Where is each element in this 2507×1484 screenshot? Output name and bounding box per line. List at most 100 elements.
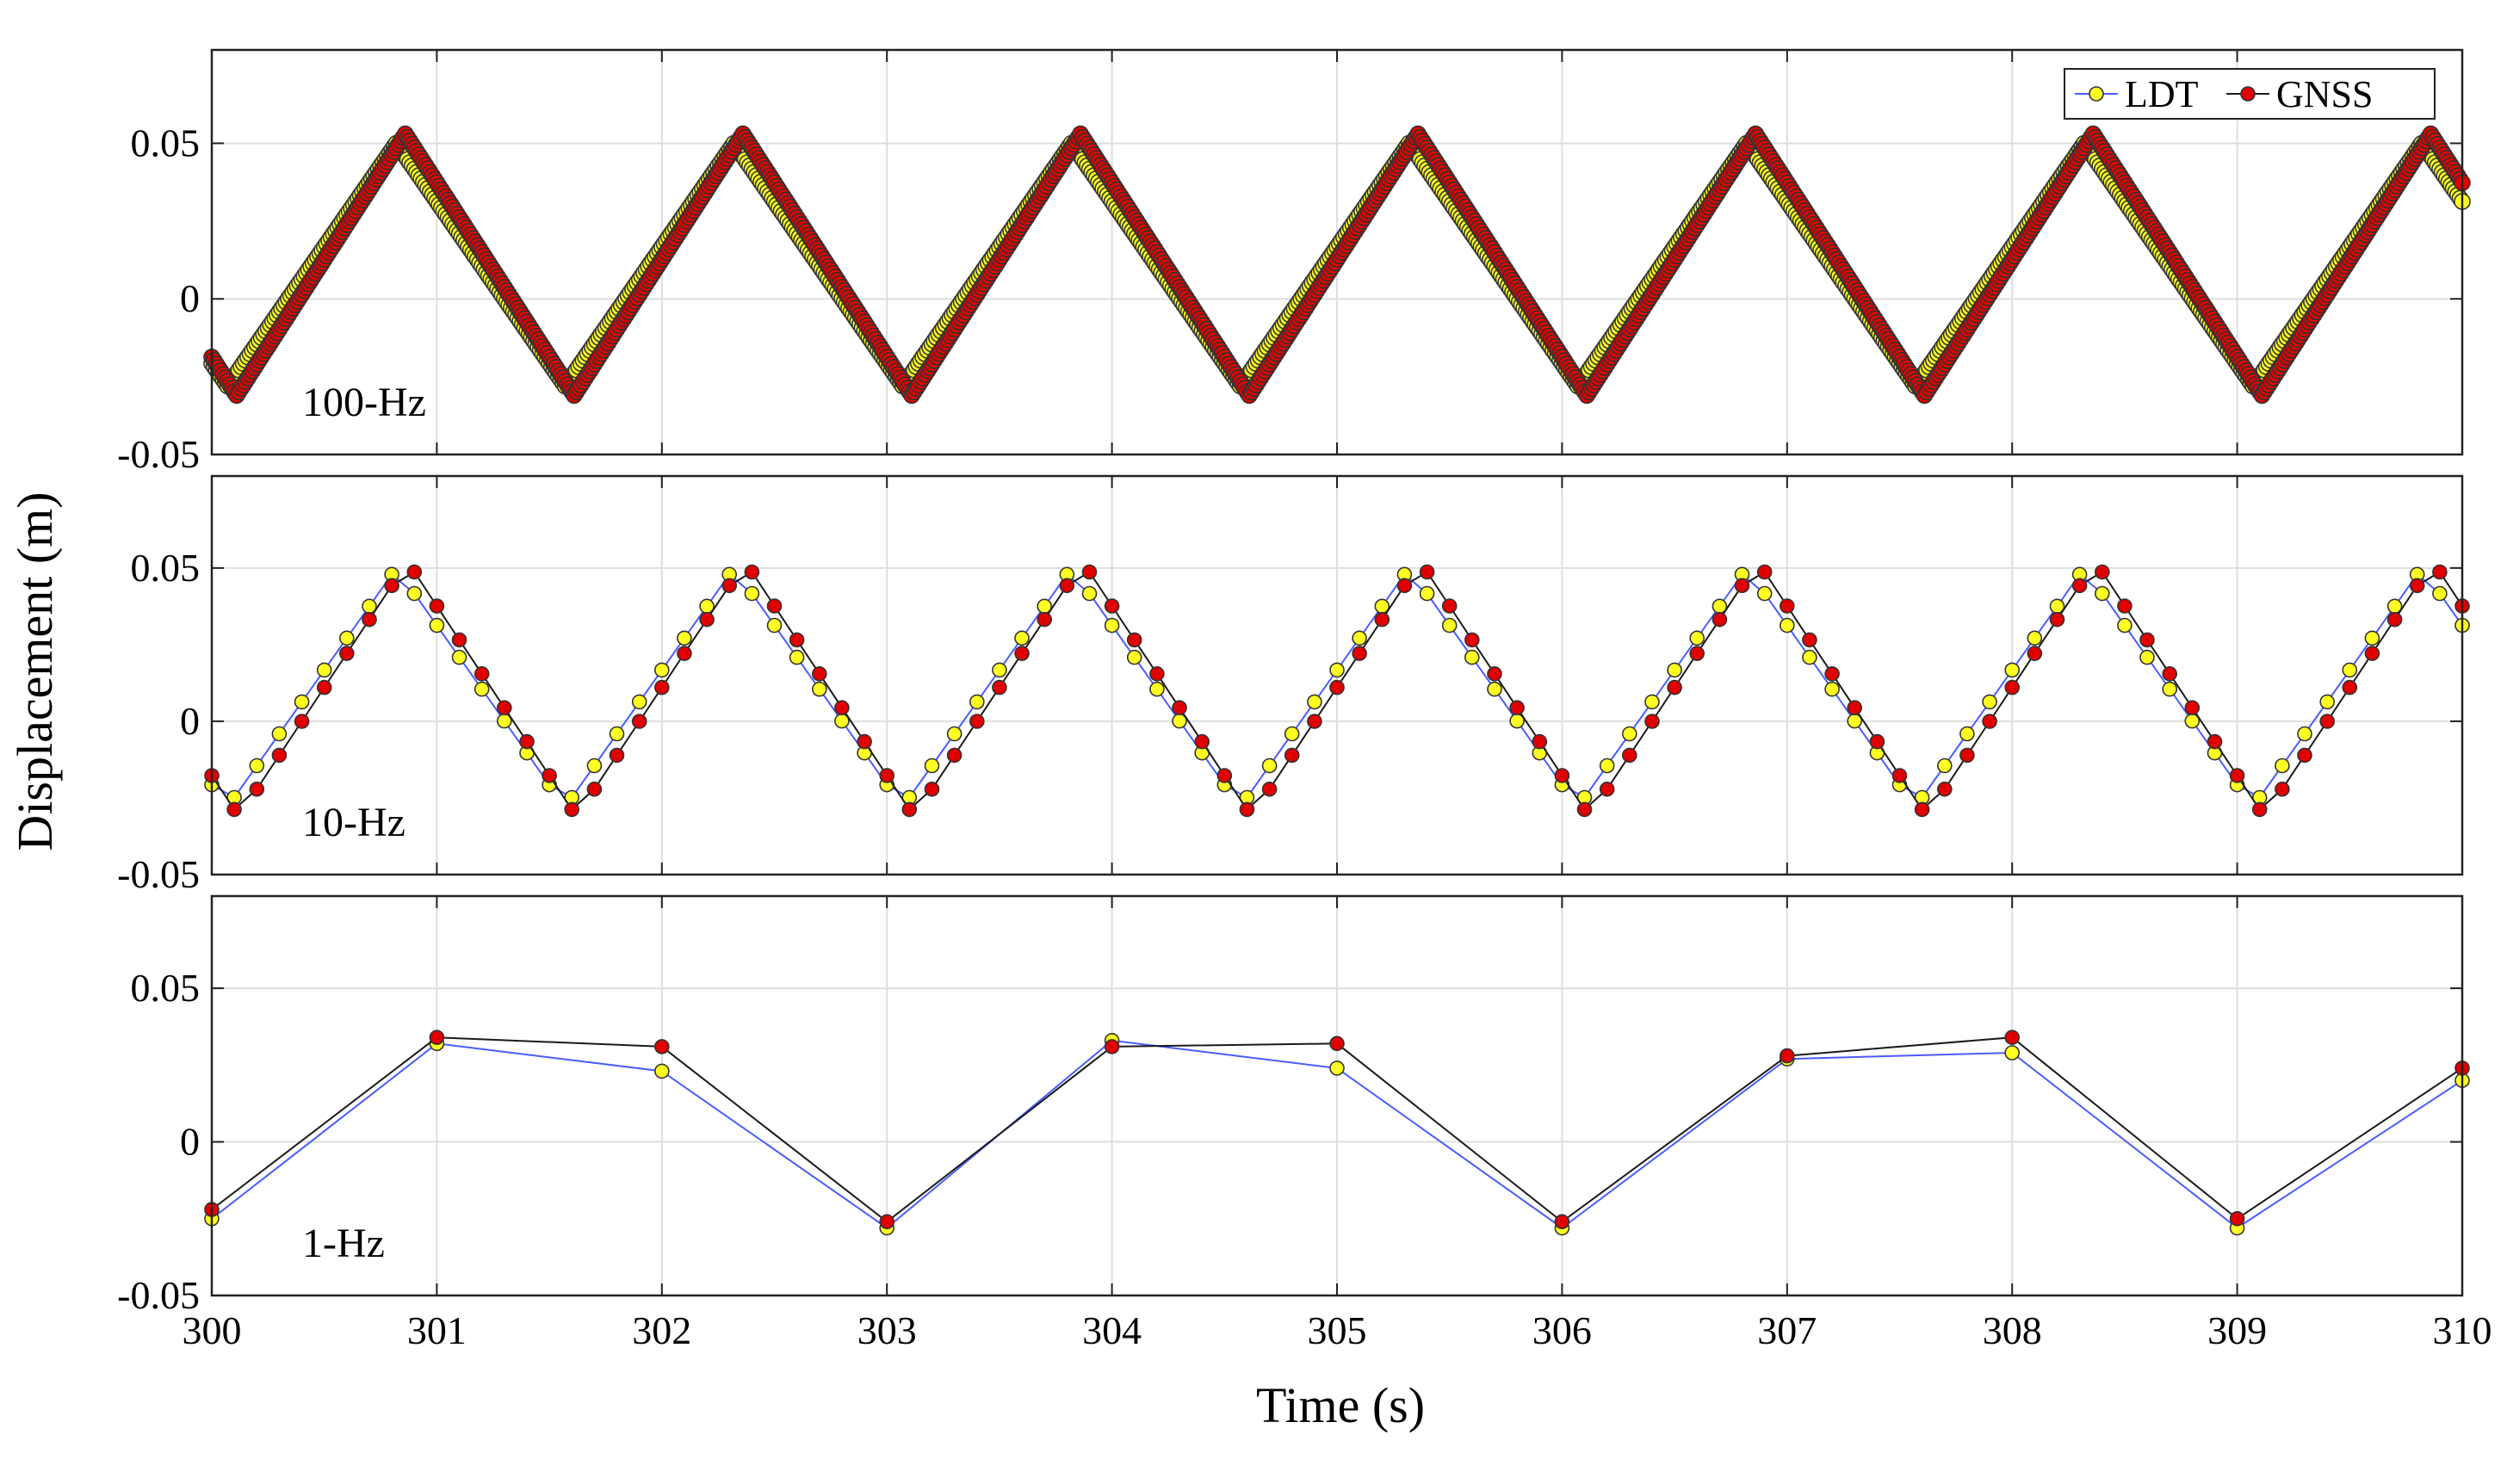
data-point-gnss [2095,564,2110,580]
legend-label-ldt: LDT [2125,73,2199,115]
data-point-gnss [924,781,940,797]
data-point-ldt [1352,630,1367,646]
data-point-gnss [721,578,738,594]
data-point-ldt [1329,1060,1345,1076]
data-point-gnss [1104,1039,1120,1054]
y-axis-label: Displacement (m) [7,492,63,850]
data-point-gnss [1464,632,1480,648]
data-point-ldt [631,694,647,710]
data-point-ldt [2275,757,2290,774]
data-point-gnss [2275,781,2290,797]
data-point-gnss [2342,679,2358,696]
data-point-ldt [1441,617,1458,634]
data-point-ldt [2095,585,2110,602]
data-point-gnss [1194,733,1210,750]
data-point-gnss [586,781,603,797]
data-point-gnss [1689,646,1705,661]
data-point-gnss [992,679,1007,696]
data-point-ldt [609,726,625,742]
data-point-ldt [1959,726,1975,742]
x-tick-label: 302 [632,1308,691,1352]
data-point-gnss [969,714,985,729]
data-point-ldt [1780,617,1795,634]
data-point-ldt [766,617,783,634]
data-point-ldt [1982,694,1997,710]
data-point-gnss [1891,768,1908,783]
data-point-ldt [1307,694,1322,710]
data-point-gnss [1081,564,1098,580]
data-point-gnss [946,747,963,764]
data-point-gnss [2049,611,2065,628]
panel-100-Hz: -0.05 0 0.05 100-Hz LDT GNSS [117,48,2471,476]
y-tick-label: 0.05 [131,966,201,1010]
data-point-gnss [451,632,467,648]
data-point-ldt [969,694,985,710]
legend: LDT GNSS [2064,68,2436,120]
data-point-gnss [699,611,715,628]
data-point-gnss [2027,646,2043,661]
data-point-gnss [271,747,288,764]
data-point-gnss [2409,578,2425,594]
data-point-gnss [1982,714,1997,729]
data-point-gnss [1599,781,1615,797]
data-point-gnss [1509,700,1525,716]
data-point-gnss [2004,1030,2020,1045]
data-point-gnss [1104,598,1120,614]
data-point-gnss [1059,578,1075,594]
data-point-ldt [316,662,332,678]
x-tick-label: 308 [1983,1308,2042,1352]
series-gnss [203,125,2471,405]
data-point-gnss [1307,714,1322,729]
data-point-gnss [1149,665,1165,682]
data-point-gnss [2162,665,2177,682]
data-point-gnss [338,646,355,661]
data-point-gnss [2432,564,2448,580]
data-point-ldt [2319,694,2335,710]
data-point-ldt [2297,726,2312,742]
data-point-gnss [744,564,760,580]
data-point-gnss [1780,1048,1795,1064]
panel-label: 10-Hz [302,800,405,845]
data-point-ldt [406,585,423,602]
y-tick-label: -0.05 [117,852,200,896]
data-point-gnss [879,768,894,783]
data-point-ldt [294,694,310,710]
data-point-ldt [429,617,445,634]
data-point-gnss [1937,781,1953,797]
data-point-gnss [1756,564,1773,580]
data-point-gnss [1734,578,1750,594]
x-tick-label: 309 [2207,1308,2267,1352]
data-point-gnss [1329,679,1345,696]
data-point-gnss [901,801,918,818]
data-point-gnss [1667,679,1682,696]
data-point-ldt [338,630,355,646]
data-point-ldt [451,649,467,665]
x-tick-label: 304 [1082,1308,1142,1352]
data-point-gnss [384,578,399,594]
data-point-gnss [834,700,850,716]
data-point-gnss [2364,646,2380,661]
legend-label-gnss: GNSS [2276,73,2374,115]
data-point-gnss [362,611,377,628]
x-tick-label: 300 [183,1308,242,1352]
data-point-gnss [653,1039,670,1054]
data-point-ldt [249,757,265,774]
x-tick-label: 303 [857,1308,917,1352]
x-tick-label: 305 [1308,1308,1367,1352]
data-point-gnss [811,665,827,682]
data-point-ldt [1622,726,1637,742]
data-point-ldt [1329,662,1345,678]
data-point-gnss [1644,714,1660,729]
data-point-ldt [924,757,940,774]
data-point-ldt [2027,630,2043,646]
data-point-ldt [1149,681,1165,697]
data-point-gnss [1216,768,1233,783]
data-point-ldt [1081,585,1098,602]
data-point-ldt [586,757,603,774]
data-point-ldt [1667,662,1682,678]
data-point-gnss [2251,801,2268,818]
data-point-ldt [1756,585,1773,602]
panel-1-Hz: -0.05 0 0.05 300 301 302 303 304 305 306 307 308 309… [117,894,2492,1352]
legend-marker-gnss [2240,86,2256,102]
x-tick-label: 307 [1757,1308,1817,1352]
